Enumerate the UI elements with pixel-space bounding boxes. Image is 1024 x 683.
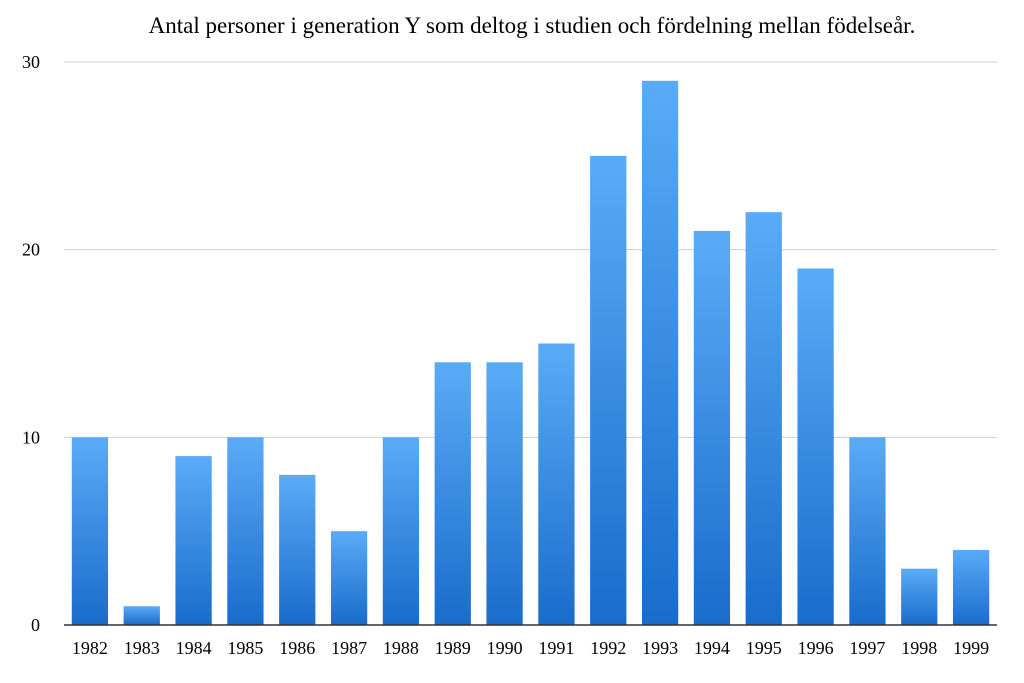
x-tick-label: 1989 — [435, 638, 471, 658]
gridlines — [64, 61, 997, 438]
bar-1994 — [693, 230, 731, 625]
bar-1985 — [227, 437, 264, 625]
bar-1983 — [123, 606, 160, 625]
x-tick-label: 1996 — [798, 638, 834, 658]
bar-1988 — [382, 437, 420, 625]
bar-1989 — [434, 362, 471, 625]
x-tick-label: 1998 — [901, 638, 937, 658]
x-tick-label: 1995 — [746, 638, 782, 658]
x-tick-label: 1999 — [953, 638, 989, 658]
bar-1990 — [486, 362, 523, 625]
x-tick-label: 1988 — [383, 638, 419, 658]
bar-1991 — [538, 343, 575, 625]
x-tick-label: 1982 — [72, 638, 108, 658]
bar-1997 — [849, 437, 886, 625]
bar-1987 — [330, 531, 368, 625]
x-axis-ticks: 1982 1983 1984 1985 1986 1987 1988 1989 1990 1991… — [72, 638, 989, 658]
x-tick-label: 1985 — [227, 638, 263, 658]
x-tick-label: 1994 — [694, 638, 730, 658]
bar-1984 — [175, 456, 212, 625]
y-tick-label: 30 — [22, 52, 40, 72]
chart-title: Antal personer i generation Y som deltog… — [149, 13, 916, 38]
bar-1996 — [797, 268, 834, 625]
bar-1992 — [590, 155, 627, 626]
bar-1995 — [745, 212, 782, 625]
bar-1999 — [952, 549, 990, 625]
x-tick-label: 1987 — [331, 638, 367, 658]
y-tick-label: 10 — [22, 427, 40, 447]
bar-1998 — [901, 568, 938, 625]
x-tick-label: 1983 — [124, 638, 160, 658]
bar-1986 — [279, 474, 316, 625]
bar-1993 — [641, 80, 679, 626]
y-tick-label: 20 — [22, 240, 40, 260]
x-tick-label: 1992 — [590, 638, 626, 658]
bar-1982 — [71, 437, 109, 625]
x-tick-label: 1986 — [279, 638, 315, 658]
x-tick-label: 1997 — [849, 638, 885, 658]
x-tick-label: 1993 — [642, 638, 678, 658]
x-tick-label: 1984 — [176, 638, 212, 658]
y-axis-ticks: 0 10 20 30 — [22, 52, 40, 635]
x-tick-label: 1991 — [538, 638, 574, 658]
y-tick-label: 0 — [31, 615, 40, 635]
x-tick-label: 1990 — [487, 638, 523, 658]
bars — [71, 80, 990, 626]
